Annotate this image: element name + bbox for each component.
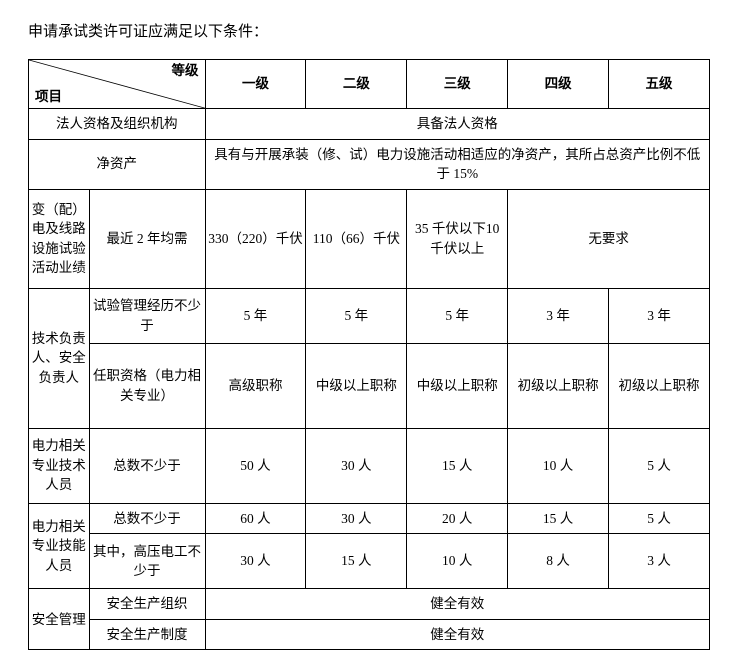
cell: 60 人 [205, 503, 306, 534]
cell: 中级以上职称 [306, 343, 407, 428]
cell: 50 人 [205, 428, 306, 503]
row-label: 净资产 [29, 139, 206, 189]
table-row: 电力相关专业技能人员 总数不少于 60 人 30 人 20 人 15 人 5 人 [29, 503, 710, 534]
row-label: 法人资格及组织机构 [29, 109, 206, 140]
cell: 3 年 [609, 288, 710, 343]
table-row: 等级 项目 一级 二级 三级 四级 五级 [29, 60, 710, 109]
cell: 无要求 [508, 189, 710, 288]
row-sublabel: 任职资格（电力相关专业） [89, 343, 205, 428]
row-sublabel: 最近 2 年均需 [89, 189, 205, 288]
cell: 20 人 [407, 503, 508, 534]
cell: 15 人 [407, 428, 508, 503]
cell: 5 年 [306, 288, 407, 343]
cell: 5 年 [407, 288, 508, 343]
cell: 5 人 [609, 428, 710, 503]
level-header: 四级 [508, 60, 609, 109]
page-title: 申请承试类许可证应满足以下条件： [28, 20, 710, 41]
cell: 30 人 [306, 503, 407, 534]
row-value: 具有与开展承装（修、试）电力设施活动相适应的净资产，其所占总资产比例不低于 15… [205, 139, 709, 189]
level-header: 一级 [205, 60, 306, 109]
level-header: 三级 [407, 60, 508, 109]
diag-header: 等级 项目 [29, 60, 206, 109]
level-header: 二级 [306, 60, 407, 109]
diag-top-label: 等级 [172, 61, 199, 81]
table-row: 安全生产制度 健全有效 [29, 619, 710, 650]
row-label: 电力相关专业技术人员 [29, 428, 90, 503]
cell: 30 人 [306, 428, 407, 503]
row-label: 变（配）电及线路设施试验活动业绩 [29, 189, 90, 288]
row-label: 技术负责人、安全负责人 [29, 288, 90, 428]
table-row: 变（配）电及线路设施试验活动业绩 最近 2 年均需 330（220）千伏 110… [29, 189, 710, 288]
cell: 中级以上职称 [407, 343, 508, 428]
cell: 10 人 [508, 428, 609, 503]
diag-bottom-label: 项目 [35, 87, 62, 107]
cell: 35 千伏以下10 千伏以上 [407, 189, 508, 288]
cell: 30 人 [205, 534, 306, 589]
cell: 初级以上职称 [609, 343, 710, 428]
row-sublabel: 其中，高压电工不少于 [89, 534, 205, 589]
cell: 3 人 [609, 534, 710, 589]
cell: 高级职称 [205, 343, 306, 428]
level-header: 五级 [609, 60, 710, 109]
cell: 330（220）千伏 [205, 189, 306, 288]
cell: 初级以上职称 [508, 343, 609, 428]
cell: 健全有效 [205, 589, 709, 620]
row-label: 安全管理 [29, 589, 90, 650]
conditions-table: 等级 项目 一级 二级 三级 四级 五级 法人资格及组织机构 具备法人资格 净资… [28, 59, 710, 650]
table-row: 技术负责人、安全负责人 试验管理经历不少于 5 年 5 年 5 年 3 年 3 … [29, 288, 710, 343]
cell: 15 人 [508, 503, 609, 534]
row-sublabel: 试验管理经历不少于 [89, 288, 205, 343]
cell: 5 年 [205, 288, 306, 343]
table-row: 安全管理 安全生产组织 健全有效 [29, 589, 710, 620]
cell: 5 人 [609, 503, 710, 534]
row-sublabel: 安全生产组织 [89, 589, 205, 620]
row-value: 具备法人资格 [205, 109, 709, 140]
cell: 8 人 [508, 534, 609, 589]
cell: 3 年 [508, 288, 609, 343]
row-sublabel: 总数不少于 [89, 428, 205, 503]
cell: 10 人 [407, 534, 508, 589]
table-row: 任职资格（电力相关专业） 高级职称 中级以上职称 中级以上职称 初级以上职称 初… [29, 343, 710, 428]
cell: 健全有效 [205, 619, 709, 650]
table-row: 电力相关专业技术人员 总数不少于 50 人 30 人 15 人 10 人 5 人 [29, 428, 710, 503]
table-row: 其中，高压电工不少于 30 人 15 人 10 人 8 人 3 人 [29, 534, 710, 589]
table-row: 净资产 具有与开展承装（修、试）电力设施活动相适应的净资产，其所占总资产比例不低… [29, 139, 710, 189]
row-sublabel: 安全生产制度 [89, 619, 205, 650]
row-sublabel: 总数不少于 [89, 503, 205, 534]
cell: 110（66）千伏 [306, 189, 407, 288]
table-row: 法人资格及组织机构 具备法人资格 [29, 109, 710, 140]
cell: 15 人 [306, 534, 407, 589]
row-label: 电力相关专业技能人员 [29, 503, 90, 589]
